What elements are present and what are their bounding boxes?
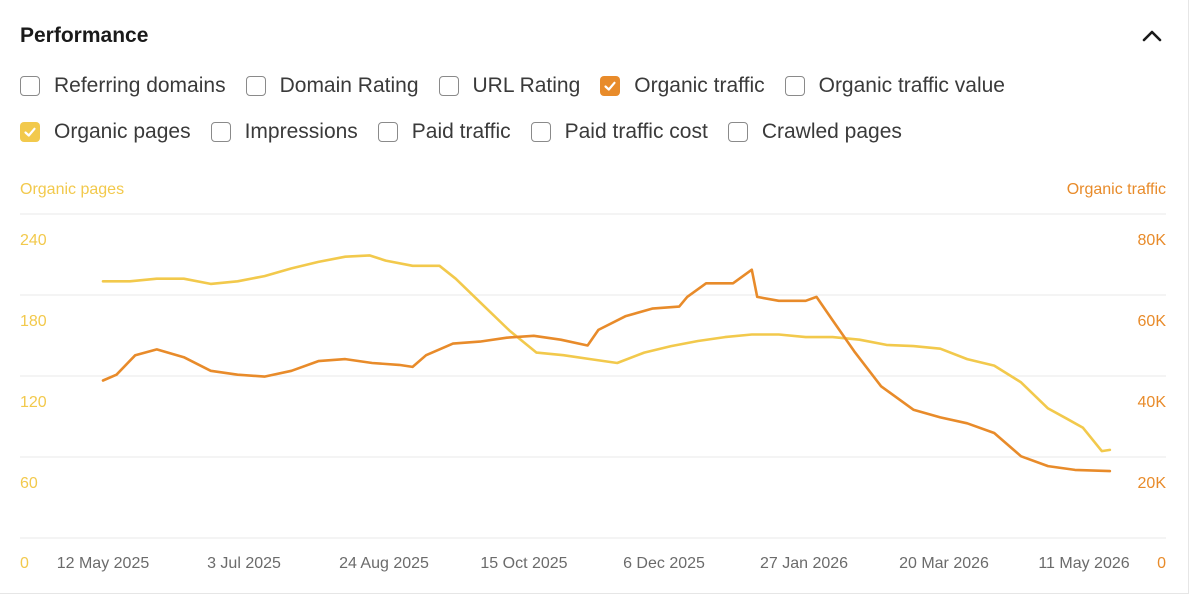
left-tick-label: 60 xyxy=(20,475,38,492)
checkbox-label: Domain Rating xyxy=(279,74,419,97)
checkbox-box[interactable] xyxy=(600,76,621,96)
chevron-up-icon xyxy=(1142,30,1162,42)
checkbox-referring-domains[interactable]: Referring domains xyxy=(20,74,226,98)
checkbox-box[interactable] xyxy=(20,122,40,142)
checkbox-label: Impressions xyxy=(244,120,358,143)
check-icon xyxy=(604,81,616,91)
x-tick-label: 6 Dec 2025 xyxy=(623,555,705,572)
checkbox-label: Paid traffic cost xyxy=(564,120,708,143)
checkbox-box[interactable] xyxy=(377,122,398,142)
checkbox-paid-traffic[interactable]: Paid traffic xyxy=(377,120,511,144)
checkbox-label: URL Rating xyxy=(472,74,581,97)
left-tick-label: 0 xyxy=(20,555,29,572)
checkbox-box[interactable] xyxy=(438,76,459,96)
checkbox-organic-traffic[interactable]: Organic traffic xyxy=(600,74,765,98)
collapse-button[interactable] xyxy=(1138,22,1166,50)
checkbox-box[interactable] xyxy=(784,76,805,96)
x-tick-label: 24 Aug 2025 xyxy=(339,555,429,572)
right-tick-label: 40K xyxy=(1138,394,1167,411)
checkbox-label: Organic traffic xyxy=(634,74,765,97)
checkbox-domain-rating[interactable]: Domain Rating xyxy=(245,74,419,98)
checkbox-box[interactable] xyxy=(20,76,40,96)
x-tick-label: 12 May 2025 xyxy=(57,555,150,572)
checkbox-box[interactable] xyxy=(530,122,551,142)
panel-title: Performance xyxy=(20,24,149,47)
performance-chart: Organic pages Organic traffic 240 80K 180 60K… xyxy=(20,181,1167,572)
checkbox-label: Paid traffic xyxy=(411,120,511,143)
checkbox-box[interactable] xyxy=(245,76,266,96)
right-tick-label: 80K xyxy=(1138,232,1167,249)
checkbox-organic-traffic-value[interactable]: Organic traffic value xyxy=(784,74,1005,98)
x-tick-label: 3 Jul 2025 xyxy=(207,555,281,572)
metric-options-row-1: Referring domains Domain Rating URL Rating… xyxy=(20,74,1025,98)
checkbox-organic-pages[interactable]: Organic pages xyxy=(20,120,191,144)
checkbox-label: Organic pages xyxy=(54,120,191,143)
series-line-organic-traffic xyxy=(101,268,1112,473)
checkbox-box[interactable] xyxy=(210,122,231,142)
checkbox-paid-traffic-cost[interactable]: Paid traffic cost xyxy=(530,120,708,144)
checkbox-label: Crawled pages xyxy=(761,120,902,143)
right-axis-title: Organic traffic xyxy=(1067,181,1166,198)
x-tick-label: 20 Mar 2026 xyxy=(899,555,989,572)
right-tick-label: 20K xyxy=(1138,475,1167,492)
right-tick-label: 0 xyxy=(1157,555,1166,572)
left-tick-label: 240 xyxy=(20,232,47,249)
left-axis-title: Organic pages xyxy=(20,181,124,198)
x-tick-label: 15 Oct 2025 xyxy=(480,555,567,572)
checkbox-url-rating[interactable]: URL Rating xyxy=(438,74,581,98)
series-line-organic-pages xyxy=(101,254,1112,453)
x-tick-label: 27 Jan 2026 xyxy=(760,555,848,572)
right-tick-label: 60K xyxy=(1138,313,1167,330)
left-tick-label: 120 xyxy=(20,394,47,411)
checkbox-label: Organic traffic value xyxy=(818,74,1005,97)
checkbox-box[interactable] xyxy=(727,122,748,142)
left-tick-label: 180 xyxy=(20,313,47,330)
checkbox-label: Referring domains xyxy=(54,74,226,97)
x-tick-label: 11 May 2026 xyxy=(1038,555,1129,572)
check-icon xyxy=(24,127,36,137)
checkbox-impressions[interactable]: Impressions xyxy=(210,120,358,144)
checkbox-crawled-pages[interactable]: Crawled pages xyxy=(727,120,902,144)
metric-options-row-2: Organic pages Impressions Paid traffic Paid… xyxy=(20,120,922,144)
